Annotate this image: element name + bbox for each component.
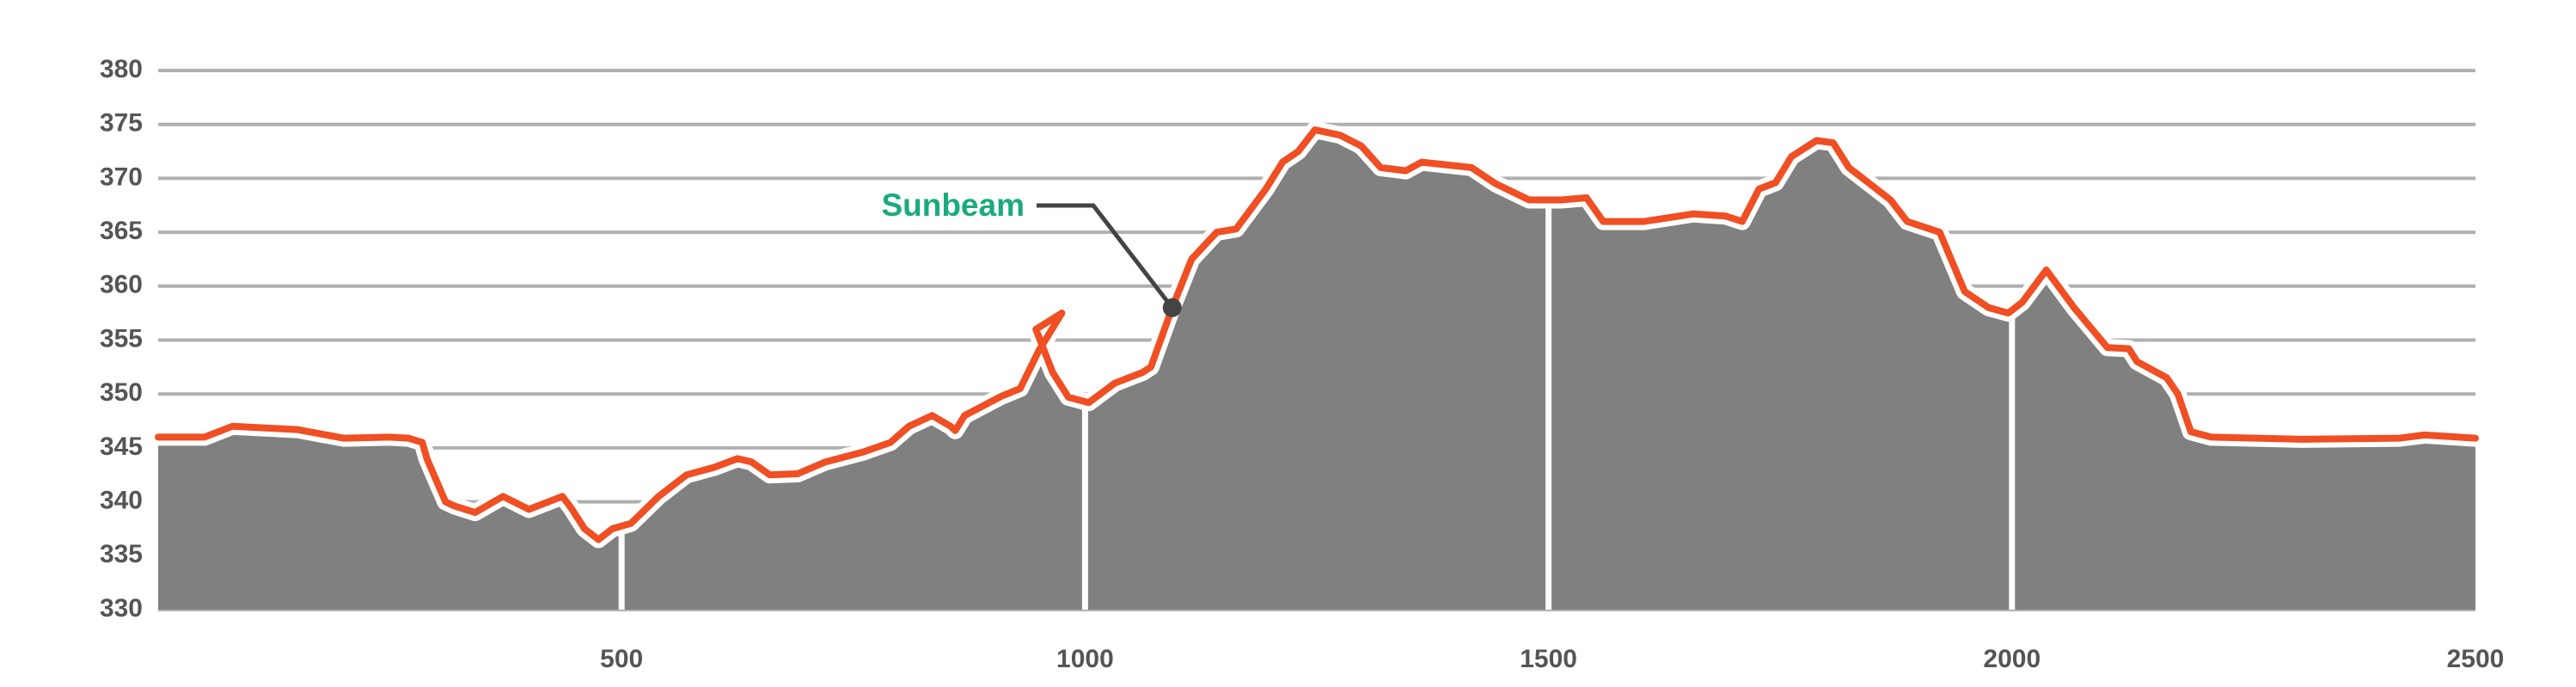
annotation-leader bbox=[1037, 203, 1174, 310]
annotation-label: Sunbeam bbox=[881, 187, 1025, 223]
y-tick-label: 380 bbox=[100, 55, 143, 83]
y-tick-label: 370 bbox=[100, 163, 143, 191]
y-tick-label: 335 bbox=[100, 540, 143, 568]
line bbox=[155, 126, 2479, 543]
y-tick-label: 360 bbox=[100, 271, 143, 299]
x-tick-label: 1500 bbox=[1520, 645, 1577, 673]
x-tick-label: 500 bbox=[600, 645, 643, 673]
x-tick-label: 2000 bbox=[1983, 645, 2041, 673]
y-tick-label: 345 bbox=[100, 432, 143, 461]
y-tick-label: 330 bbox=[100, 594, 143, 623]
y-tick-label: 355 bbox=[100, 324, 143, 353]
x-tick-label: 2500 bbox=[2447, 645, 2505, 673]
y-tick-label: 365 bbox=[100, 217, 143, 245]
y-tick-label: 340 bbox=[100, 487, 143, 515]
y-tick-label: 350 bbox=[100, 378, 143, 407]
annotation-point bbox=[1162, 297, 1182, 317]
area bbox=[158, 130, 2475, 610]
x-tick-label: 1000 bbox=[1056, 645, 1114, 673]
y-tick-label: 375 bbox=[100, 109, 143, 138]
